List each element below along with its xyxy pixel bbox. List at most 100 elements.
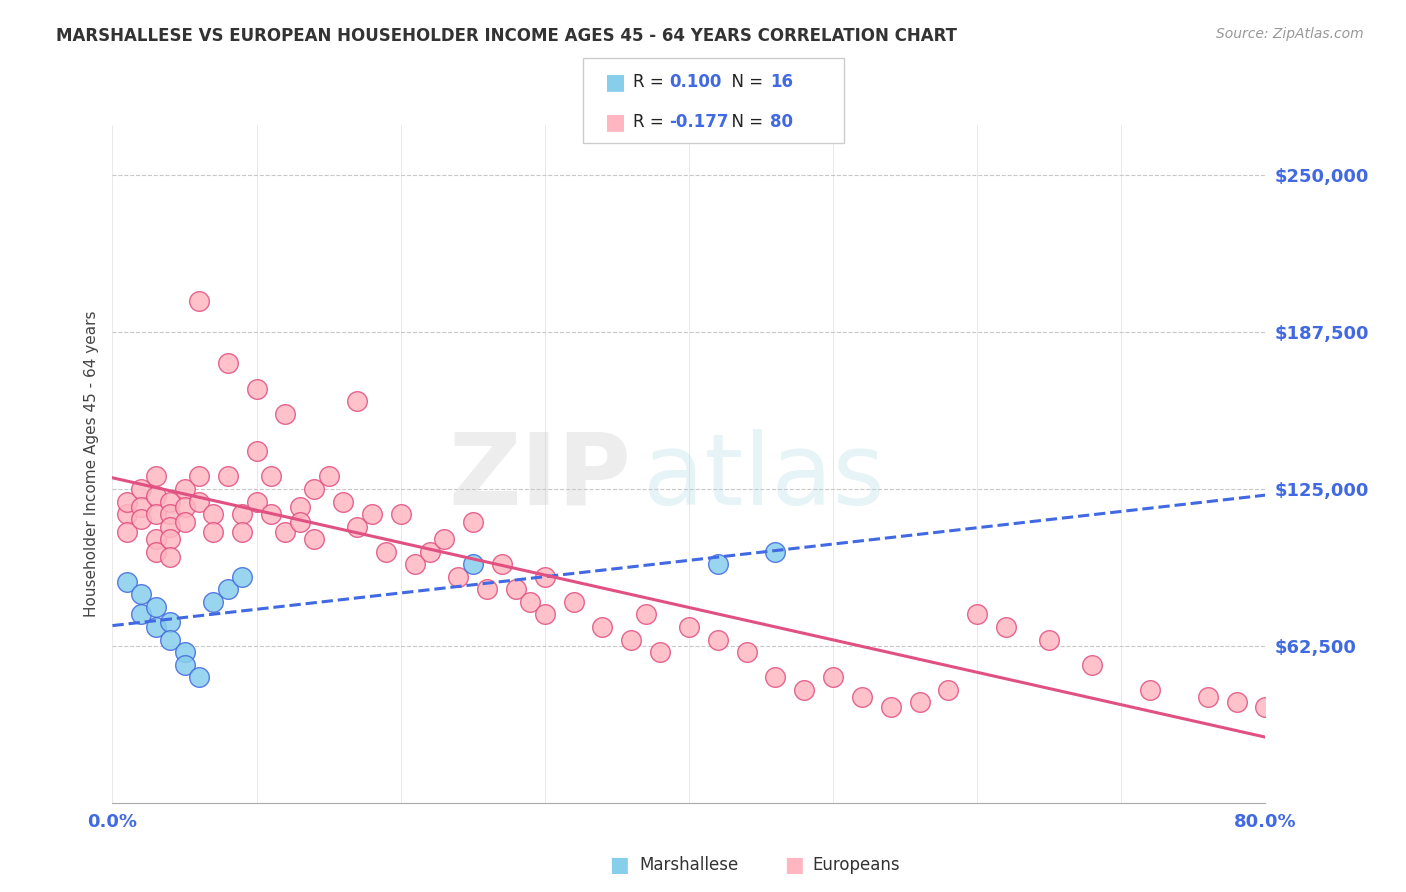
Point (217, 356, 239, 370)
Point (145, 620, 167, 634)
Point (173, 500, 195, 514)
Point (288, 515, 311, 529)
Text: N =: N = (721, 73, 769, 91)
Text: 80: 80 (770, 113, 793, 131)
Point (129, 482, 153, 496)
Point (1081, 657, 1104, 672)
Text: Marshallese: Marshallese (640, 856, 740, 874)
Point (129, 607, 153, 622)
Point (491, 558, 513, 572)
Point (461, 515, 484, 529)
Text: ZIP: ZIP (449, 429, 631, 526)
Point (145, 599, 167, 614)
Point (288, 500, 311, 514)
Point (129, 587, 153, 601)
Point (145, 490, 167, 504)
Point (129, 512, 153, 526)
Point (173, 482, 195, 496)
Point (159, 494, 181, 508)
Point (202, 595, 225, 609)
Point (115, 524, 138, 539)
Point (145, 507, 167, 521)
Point (115, 494, 138, 508)
Point (936, 682, 959, 697)
Point (706, 632, 728, 647)
Point (533, 570, 555, 584)
Point (505, 582, 527, 597)
Point (346, 394, 368, 409)
Point (1038, 632, 1060, 647)
Point (115, 574, 138, 589)
Point (433, 532, 456, 546)
Point (145, 545, 167, 559)
Point (304, 532, 326, 546)
Text: Europeans: Europeans (813, 856, 900, 874)
Point (851, 690, 873, 705)
Point (880, 700, 903, 714)
Point (145, 532, 167, 546)
Point (1139, 682, 1161, 697)
Text: 0.100: 0.100 (669, 73, 721, 91)
Point (735, 645, 758, 659)
Point (332, 494, 354, 508)
Point (821, 670, 844, 684)
Point (188, 293, 211, 308)
Point (173, 657, 195, 672)
Point (231, 570, 253, 584)
Point (145, 469, 167, 483)
Point (765, 670, 787, 684)
Point (346, 519, 368, 533)
Point (706, 558, 728, 572)
Text: atlas: atlas (643, 429, 884, 526)
Point (231, 507, 253, 521)
Point (375, 545, 398, 559)
Point (318, 469, 340, 483)
Point (966, 607, 988, 622)
Text: ■: ■ (785, 855, 804, 875)
Point (995, 620, 1018, 634)
Point (793, 682, 815, 697)
Point (562, 595, 585, 609)
Point (129, 500, 153, 514)
Text: R =: R = (633, 113, 669, 131)
Text: R =: R = (633, 73, 669, 91)
Point (592, 620, 614, 634)
Text: ■: ■ (605, 72, 626, 92)
Point (678, 620, 700, 634)
Text: -0.177: -0.177 (669, 113, 728, 131)
Point (648, 645, 672, 659)
Point (159, 632, 181, 647)
Text: N =: N = (721, 113, 769, 131)
Point (620, 632, 643, 647)
Point (115, 507, 138, 521)
Point (159, 532, 181, 546)
Point (159, 615, 181, 629)
Y-axis label: Householder Income Ages 45 - 64 years: Householder Income Ages 45 - 64 years (83, 310, 98, 617)
Point (202, 507, 225, 521)
Point (202, 524, 225, 539)
Point (260, 507, 283, 521)
Point (159, 549, 181, 564)
Point (1197, 690, 1219, 705)
Point (231, 524, 253, 539)
Point (159, 519, 181, 533)
Point (260, 469, 283, 483)
Point (360, 507, 382, 521)
Point (908, 695, 931, 709)
Point (245, 444, 267, 458)
Text: Source: ZipAtlas.com: Source: ZipAtlas.com (1216, 27, 1364, 41)
Point (1226, 695, 1249, 709)
Point (217, 469, 239, 483)
Point (1254, 700, 1277, 714)
Text: ■: ■ (609, 855, 628, 875)
Point (173, 645, 195, 659)
Point (173, 515, 195, 529)
Point (274, 524, 297, 539)
Point (634, 607, 657, 622)
Point (188, 469, 211, 483)
Point (461, 558, 484, 572)
Point (245, 382, 267, 396)
Point (533, 607, 555, 622)
Point (274, 407, 297, 421)
Point (447, 570, 470, 584)
